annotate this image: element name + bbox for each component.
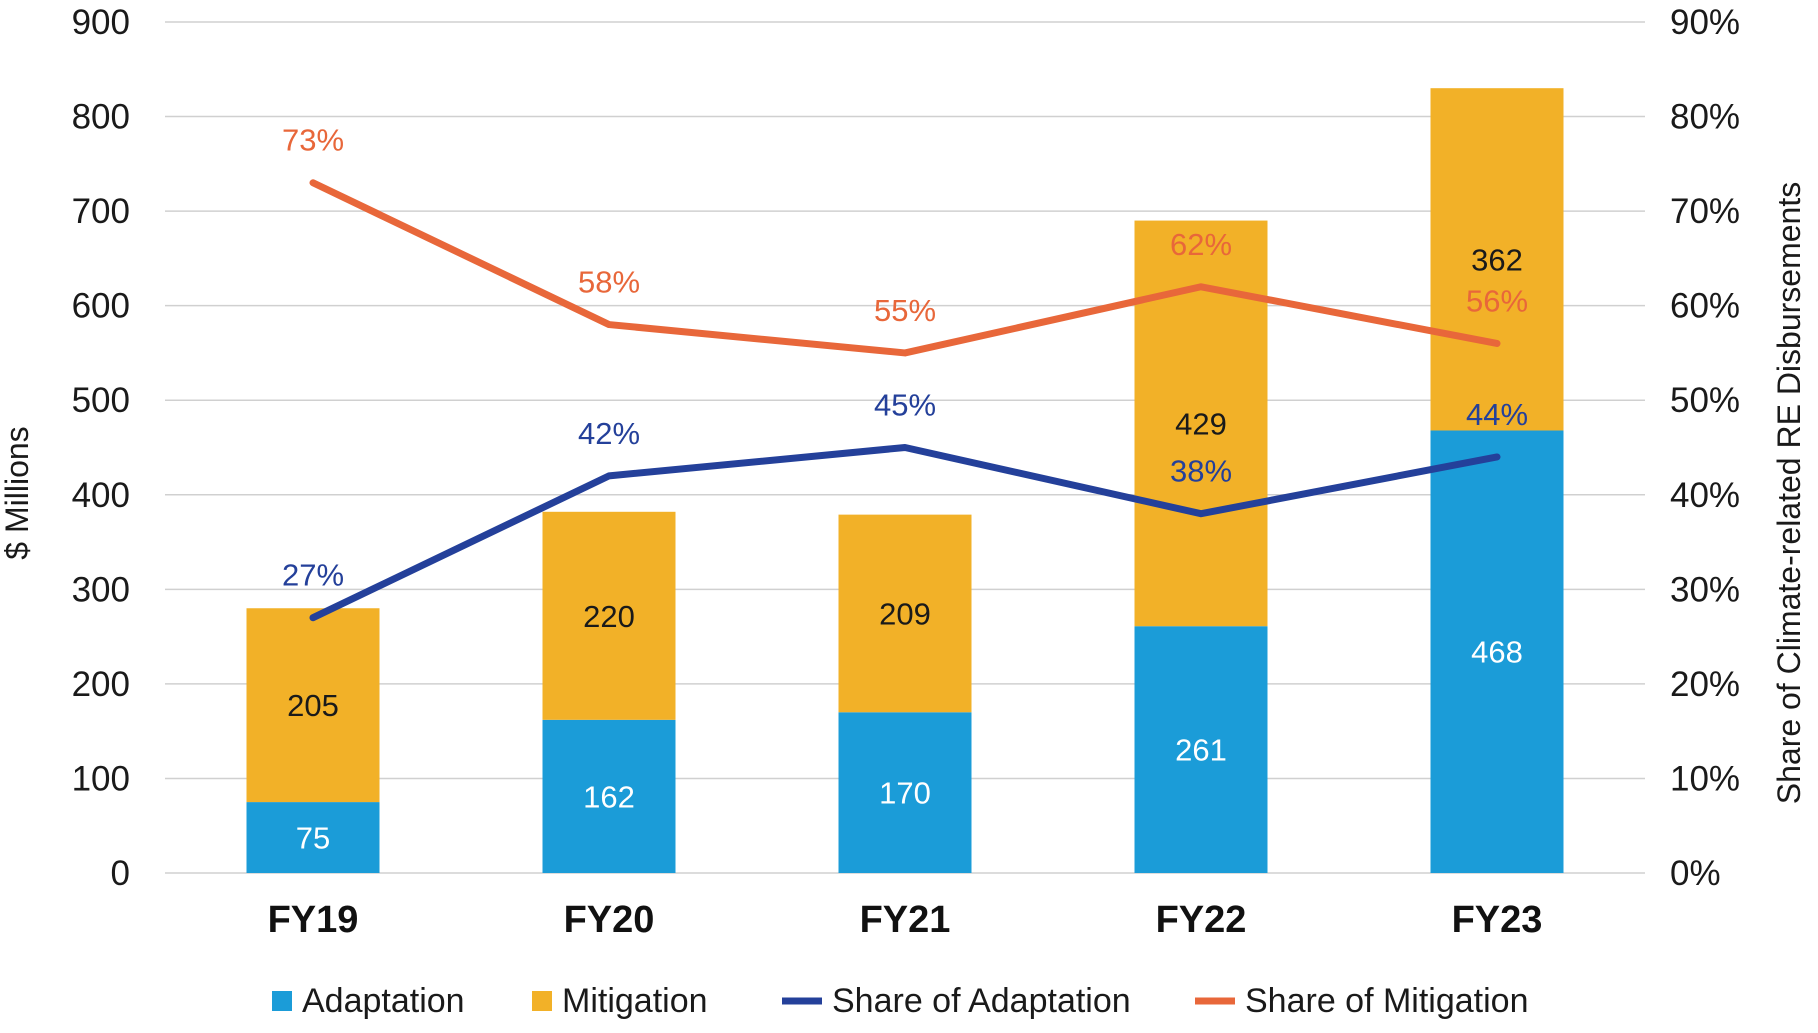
y2-tick-label: 10% bbox=[1670, 759, 1740, 798]
line-value-label: 44% bbox=[1466, 397, 1528, 432]
bar-adaptation bbox=[246, 802, 380, 873]
y-tick-label: 500 bbox=[72, 381, 130, 420]
line-point bbox=[1496, 342, 1498, 345]
x-category-label: FY19 bbox=[268, 899, 359, 941]
y2-tick-label: 50% bbox=[1670, 381, 1740, 420]
line-value-label: 27% bbox=[282, 558, 344, 593]
legend-label: Mitigation bbox=[562, 982, 708, 1020]
legend-label: Share of Adaptation bbox=[832, 982, 1131, 1020]
bar-value-label: 429 bbox=[1175, 406, 1227, 441]
right-axis-ticks: 0% 10% 20% 30% 40% 50% 60% 70% 80% 90% bbox=[1670, 3, 1740, 893]
line-point bbox=[904, 351, 906, 354]
bar-value-label: 468 bbox=[1471, 635, 1523, 670]
bar-mitigation bbox=[542, 511, 676, 720]
category-labels: FY19 FY20 FY21 FY22 FY23 bbox=[268, 899, 1543, 941]
y2-tick-label: 80% bbox=[1670, 98, 1740, 137]
legend-label: Adaptation bbox=[302, 982, 465, 1020]
y2-tick-label: 90% bbox=[1670, 3, 1740, 42]
y2-tick-label: 70% bbox=[1670, 192, 1740, 231]
legend: Adaptation Mitigation Share of Adaptation S… bbox=[272, 982, 1529, 1020]
y-tick-label: 300 bbox=[72, 570, 130, 609]
line-point bbox=[1200, 512, 1202, 515]
line-point bbox=[904, 446, 906, 449]
y2-tick-label: 60% bbox=[1670, 287, 1740, 326]
bar-value-label: 205 bbox=[287, 688, 339, 723]
y2-tick-label: 0% bbox=[1670, 854, 1721, 893]
bar-adaptation bbox=[838, 712, 972, 873]
legend-label: Share of Mitigation bbox=[1245, 982, 1529, 1020]
y-axis-label: $ Millions bbox=[0, 426, 35, 559]
bar-value-label: 162 bbox=[583, 779, 635, 814]
lines: 27% 42% 45% 38% 44% 73% 58% 55% 62% 56% bbox=[282, 123, 1528, 622]
y-tick-label: 800 bbox=[72, 98, 130, 137]
bar-value-label: 261 bbox=[1175, 733, 1227, 768]
bar-mitigation bbox=[838, 514, 972, 713]
y-tick-label: 0 bbox=[111, 854, 130, 893]
line-point bbox=[312, 181, 314, 184]
y-tick-label: 100 bbox=[72, 759, 130, 798]
y-tick-label: 200 bbox=[72, 665, 130, 704]
line-point bbox=[312, 616, 314, 619]
bar-value-label: 170 bbox=[879, 776, 931, 811]
line-value-label: 62% bbox=[1170, 227, 1232, 262]
x-category-label: FY21 bbox=[860, 899, 951, 941]
bar-value-label: 220 bbox=[583, 599, 635, 634]
legend-swatch bbox=[532, 991, 552, 1011]
bar-adaptation bbox=[1134, 626, 1268, 873]
bar-mitigation bbox=[246, 608, 380, 803]
y-tick-label: 900 bbox=[72, 3, 130, 42]
line-value-label: 56% bbox=[1466, 283, 1528, 318]
line-point bbox=[1496, 455, 1498, 458]
line-value-label: 45% bbox=[874, 388, 936, 423]
line-point bbox=[608, 474, 610, 477]
bar-value-label: 209 bbox=[879, 596, 931, 631]
left-axis-ticks: 0 100 200 300 400 500 600 700 800 900 bbox=[72, 3, 130, 893]
line-point bbox=[1200, 285, 1202, 288]
line-value-label: 58% bbox=[578, 265, 640, 300]
line-value-label: 42% bbox=[578, 416, 640, 451]
y-tick-label: 400 bbox=[72, 476, 130, 515]
x-category-label: FY22 bbox=[1156, 899, 1247, 941]
y2-axis-label: Share of Climate-related RE Disbursement… bbox=[1771, 182, 1807, 804]
bar-adaptation bbox=[1430, 430, 1564, 873]
bar-value-label: 75 bbox=[296, 821, 330, 856]
line-value-label: 73% bbox=[282, 123, 344, 158]
bar-adaptation bbox=[542, 719, 676, 873]
line-point bbox=[608, 323, 610, 326]
line-value-label: 55% bbox=[874, 293, 936, 328]
bar-value-label: 362 bbox=[1471, 242, 1523, 277]
y2-tick-label: 30% bbox=[1670, 570, 1740, 609]
line-value-label: 38% bbox=[1170, 454, 1232, 489]
bar-mitigation bbox=[1430, 88, 1564, 431]
bars: 75 205 162 220 170 209 261 429 468 362 bbox=[246, 88, 1564, 873]
x-category-label: FY23 bbox=[1452, 899, 1543, 941]
legend-swatch bbox=[272, 991, 292, 1011]
y2-tick-label: 20% bbox=[1670, 665, 1740, 704]
y-tick-label: 700 bbox=[72, 192, 130, 231]
y-tick-label: 600 bbox=[72, 287, 130, 326]
x-category-label: FY20 bbox=[564, 899, 655, 941]
gridlines bbox=[165, 21, 1645, 874]
y2-tick-label: 40% bbox=[1670, 476, 1740, 515]
